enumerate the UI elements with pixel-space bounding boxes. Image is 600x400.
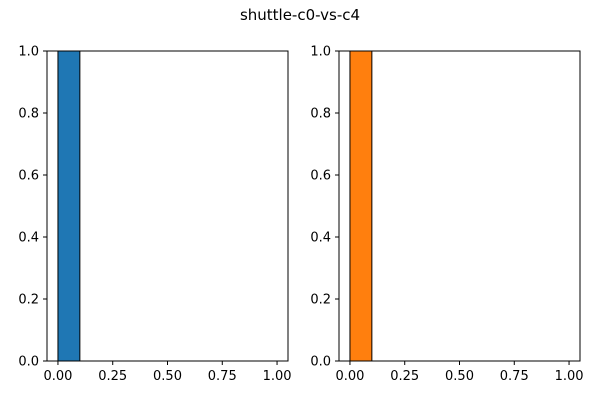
y-tick-label: 1.0 <box>18 45 39 60</box>
y-tick-label: 0.2 <box>18 293 39 308</box>
x-tick-label: 0.75 <box>500 369 529 384</box>
figure-title: shuttle-c0-vs-c4 <box>240 6 360 24</box>
x-tick-label: 0.00 <box>43 369 72 384</box>
y-tick-label: 0.4 <box>310 231 331 246</box>
x-tick-label: 0.50 <box>153 369 182 384</box>
histogram-bar <box>349 50 373 362</box>
x-tick-label: 0.25 <box>390 369 419 384</box>
x-tick-label: 1.00 <box>555 369 584 384</box>
subplot-right: 0.00 0.25 0.50 0.75 1.00 0.0 0.2 0.4 0.6 0.8 1.0 <box>310 45 583 385</box>
y-tick-label: 0.2 <box>310 293 331 308</box>
y-tick-label: 0.0 <box>18 355 39 370</box>
x-tick-label: 1.00 <box>263 369 292 384</box>
x-tick-label: 0.75 <box>208 369 237 384</box>
y-tick-label: 1.0 <box>310 45 331 60</box>
subplot-left: 0.00 0.25 0.50 0.75 1.00 0.0 0.2 0.4 0.6 0.8 1.0 <box>18 45 291 385</box>
y-tick-label: 0.8 <box>310 107 331 122</box>
y-tick-label: 0.4 <box>18 231 39 246</box>
y-tick-label: 0.0 <box>310 355 331 370</box>
y-tick-label: 0.6 <box>18 169 39 184</box>
y-tick-label: 0.8 <box>18 107 39 122</box>
histogram-bar <box>57 50 81 362</box>
x-tick-label: 0.50 <box>445 369 474 384</box>
x-tick-label: 0.25 <box>98 369 127 384</box>
x-tick-label: 0.00 <box>335 369 364 384</box>
y-tick-label: 0.6 <box>310 169 331 184</box>
